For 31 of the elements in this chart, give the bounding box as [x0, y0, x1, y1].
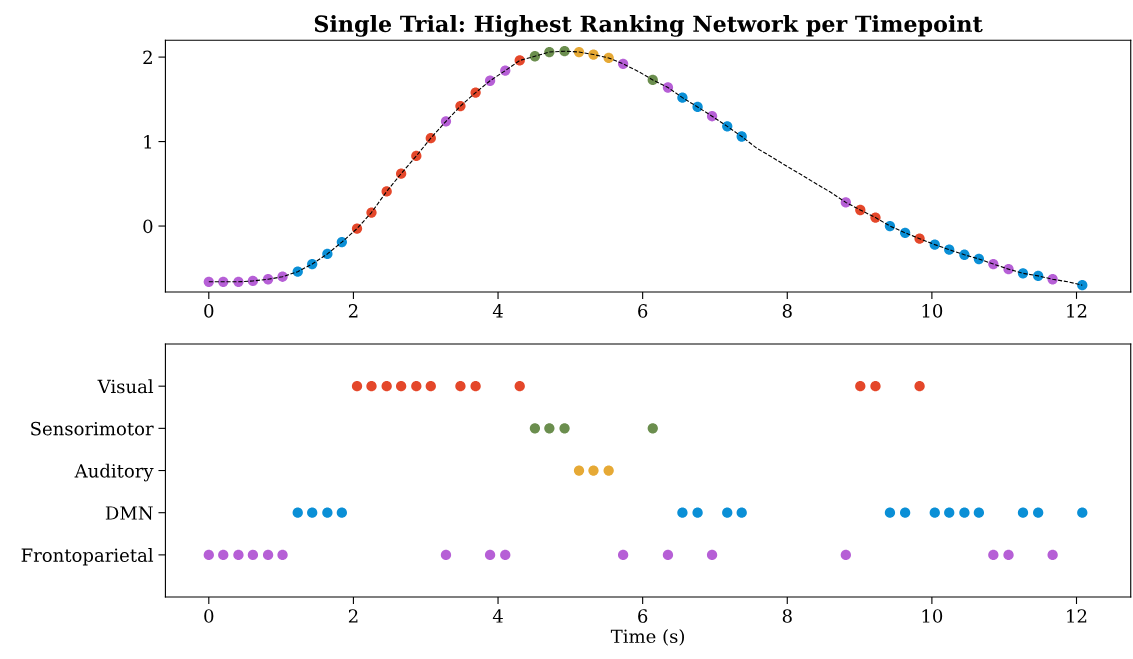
x-tick-label: 12: [1067, 609, 1087, 623]
chart-title: Single Trial: Highest Ranking Network per Timepoint: [314, 14, 983, 37]
x-axis-title: Time (s): [610, 629, 685, 646]
x-tick-label: 8: [782, 304, 792, 318]
x-tick-label: 2: [348, 304, 358, 318]
y-tick-label: Frontoparietal: [21, 548, 154, 566]
y-tick-label: 0: [143, 219, 153, 234]
x-tick-label: 0: [204, 609, 214, 623]
point: [529, 51, 541, 62]
point: [1077, 507, 1088, 518]
x-tick-label: 4: [492, 609, 503, 623]
y-tick-label: 2: [143, 50, 152, 64]
x-tick-label: 6: [638, 304, 648, 318]
y-tick-label: Auditory: [74, 463, 154, 482]
y-tick-label: 1: [144, 135, 152, 149]
x-tick-label: 6: [638, 609, 648, 623]
y-tick-label: Visual: [97, 379, 154, 394]
y-tick-label: Sensorimotor: [31, 421, 154, 436]
y-tick-label: DMN: [105, 506, 153, 520]
x-tick-label: 12: [1067, 304, 1087, 318]
point: [1003, 263, 1014, 275]
x-tick-label: 8: [782, 609, 792, 623]
point: [203, 276, 214, 287]
point: [218, 276, 229, 287]
point: [899, 227, 911, 238]
point: [1077, 280, 1088, 291]
x-tick-label: 4: [492, 304, 503, 318]
x-tick-label: 10: [922, 304, 943, 318]
x-tick-label: 0: [204, 304, 214, 318]
x-tick-label: 10: [922, 609, 943, 623]
x-tick-label: 2: [348, 609, 358, 623]
